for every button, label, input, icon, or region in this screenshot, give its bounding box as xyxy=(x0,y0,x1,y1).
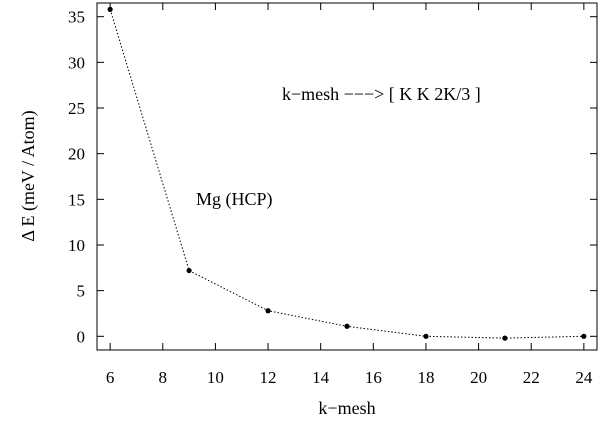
data-points xyxy=(107,6,587,341)
x-axis-label: k−mesh xyxy=(318,398,375,418)
x-tick-label: 8 xyxy=(159,368,168,387)
x-tick-label: 20 xyxy=(470,368,487,387)
annotation-kmesh: k−mesh −−−> [ K K 2K/3 ] xyxy=(282,84,481,104)
y-tick-label: 35 xyxy=(68,8,85,27)
y-tick-label: 25 xyxy=(68,99,85,118)
data-point xyxy=(344,323,350,329)
y-tick-label: 30 xyxy=(68,53,85,72)
x-tick-label: 18 xyxy=(417,368,434,387)
y-tick-label: 10 xyxy=(68,236,85,255)
x-tick-label: 10 xyxy=(207,368,224,387)
data-point xyxy=(265,308,271,314)
x-tick-label: 6 xyxy=(106,368,115,387)
series-line xyxy=(109,9,584,339)
data-point xyxy=(186,267,192,274)
x-tick-label: 22 xyxy=(523,368,540,387)
y-axis-label: Δ E (meV / Atom) xyxy=(18,110,39,241)
y-tick-label: 20 xyxy=(68,145,85,164)
x-tick-label: 12 xyxy=(260,368,277,387)
plot-frame xyxy=(96,2,598,351)
x-tick-label: 16 xyxy=(365,368,382,387)
y-tick-label: 15 xyxy=(68,190,85,209)
ticks xyxy=(97,3,597,350)
x-tick-label: 14 xyxy=(312,368,330,387)
x-tick-label: 24 xyxy=(575,368,593,387)
annotation-material: Mg (HCP) xyxy=(196,189,273,210)
data-point xyxy=(581,333,587,339)
data-point xyxy=(423,333,429,339)
tick-labels: 6 8 10 12 14 16 18 20 22 24 0 5 10 15 20 25 30 35 xyxy=(68,8,593,387)
data-point xyxy=(502,335,508,341)
y-tick-label: 5 xyxy=(77,282,86,301)
y-tick-label: 0 xyxy=(77,327,86,346)
data-point xyxy=(107,6,113,12)
